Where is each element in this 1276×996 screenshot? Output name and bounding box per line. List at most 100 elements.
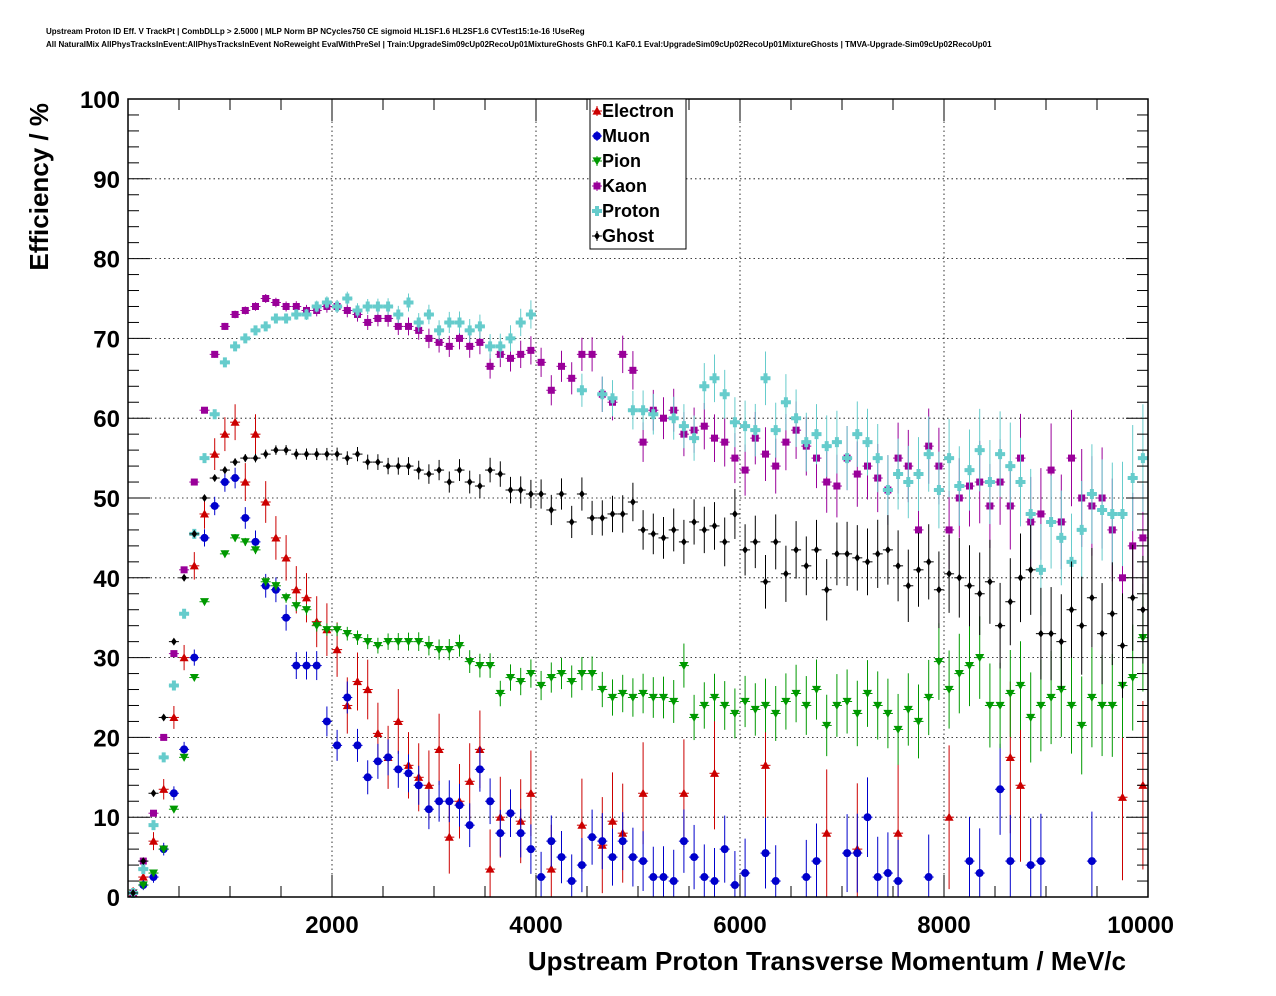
axis-ticks [128, 98, 1149, 898]
data-point [699, 381, 710, 392]
data-point [251, 546, 260, 555]
data-point [630, 497, 636, 506]
data-point [740, 697, 750, 706]
data-point [281, 594, 291, 603]
data-point [731, 454, 739, 462]
data-point [1087, 857, 1096, 866]
data-point [262, 450, 269, 459]
data-point [966, 581, 973, 590]
data-point [690, 853, 699, 862]
data-point [262, 295, 270, 302]
legend-marker [593, 182, 601, 190]
data-point [525, 309, 536, 320]
data-point [750, 705, 760, 714]
data-point [352, 305, 363, 316]
data-point [515, 317, 526, 328]
data-point [138, 864, 149, 875]
data-point [557, 853, 566, 862]
data-point [640, 525, 646, 534]
data-point [311, 301, 322, 312]
data-point [526, 845, 535, 854]
data-point [944, 453, 955, 464]
data-point [760, 373, 771, 384]
data-point [240, 477, 250, 486]
data-point [895, 561, 901, 570]
data-point [516, 829, 525, 838]
series-ghost [128, 445, 1148, 898]
data-point [466, 342, 474, 350]
data-point [1086, 489, 1097, 500]
data-point [934, 657, 944, 667]
data-point [291, 309, 302, 320]
data-point [853, 470, 861, 478]
data-point [772, 537, 779, 546]
data-point [171, 637, 177, 646]
data-point [149, 869, 158, 878]
data-point [1058, 637, 1065, 646]
data-point [353, 634, 362, 643]
data-point [282, 302, 290, 310]
data-point [485, 661, 495, 671]
data-point [150, 789, 157, 798]
data-point [485, 864, 495, 873]
data-point [589, 513, 595, 522]
data-point [1048, 629, 1054, 638]
y-tick-label: 80 [93, 247, 120, 274]
data-point [404, 638, 413, 647]
data-point [577, 669, 587, 679]
data-point [628, 853, 637, 862]
data-point [965, 857, 974, 866]
legend-marker [592, 106, 602, 115]
legend: Electron Muon Pion Kaon Proton Ghost [589, 98, 687, 250]
data-point [527, 346, 535, 354]
data-point [220, 478, 229, 487]
data-point [507, 354, 514, 362]
data-point [710, 877, 719, 886]
data-point [393, 638, 403, 647]
data-point [599, 513, 606, 522]
data-point [793, 545, 799, 554]
data-point [201, 406, 208, 414]
data-point [1118, 792, 1127, 801]
legend-box [589, 98, 687, 250]
data-point [762, 577, 769, 586]
data-point [281, 553, 291, 562]
data-point [434, 325, 445, 336]
data-point [373, 728, 383, 738]
data-point [567, 677, 577, 687]
data-point [842, 453, 853, 464]
data-point [209, 409, 220, 420]
data-point [679, 837, 688, 846]
data-point [660, 533, 667, 542]
data-point [925, 557, 932, 566]
data-point [649, 873, 658, 882]
data-point [1068, 454, 1075, 462]
data-point [729, 417, 740, 428]
data-point [547, 837, 556, 846]
data-point [854, 553, 861, 562]
data-point [639, 857, 648, 866]
data-point [383, 638, 393, 647]
data-point [964, 465, 975, 476]
data-point [1127, 473, 1138, 484]
data-point [475, 661, 485, 671]
data-point [821, 441, 832, 452]
data-point [375, 458, 381, 467]
data-point [954, 669, 964, 679]
data-point [434, 744, 444, 753]
data-point [843, 849, 852, 858]
data-point [373, 642, 383, 651]
data-point [160, 713, 167, 722]
data-point [944, 685, 954, 695]
data-point [974, 445, 985, 456]
x-tick-label: 8000 [917, 912, 970, 939]
data-point [528, 490, 534, 499]
x-tick-label: 4000 [509, 912, 562, 939]
data-point [516, 677, 526, 687]
data-point [251, 537, 260, 546]
legend-label: Pion [602, 151, 641, 171]
data-point [363, 685, 373, 694]
data-point [802, 873, 811, 882]
data-point [180, 745, 189, 754]
legend-marker [592, 157, 602, 166]
